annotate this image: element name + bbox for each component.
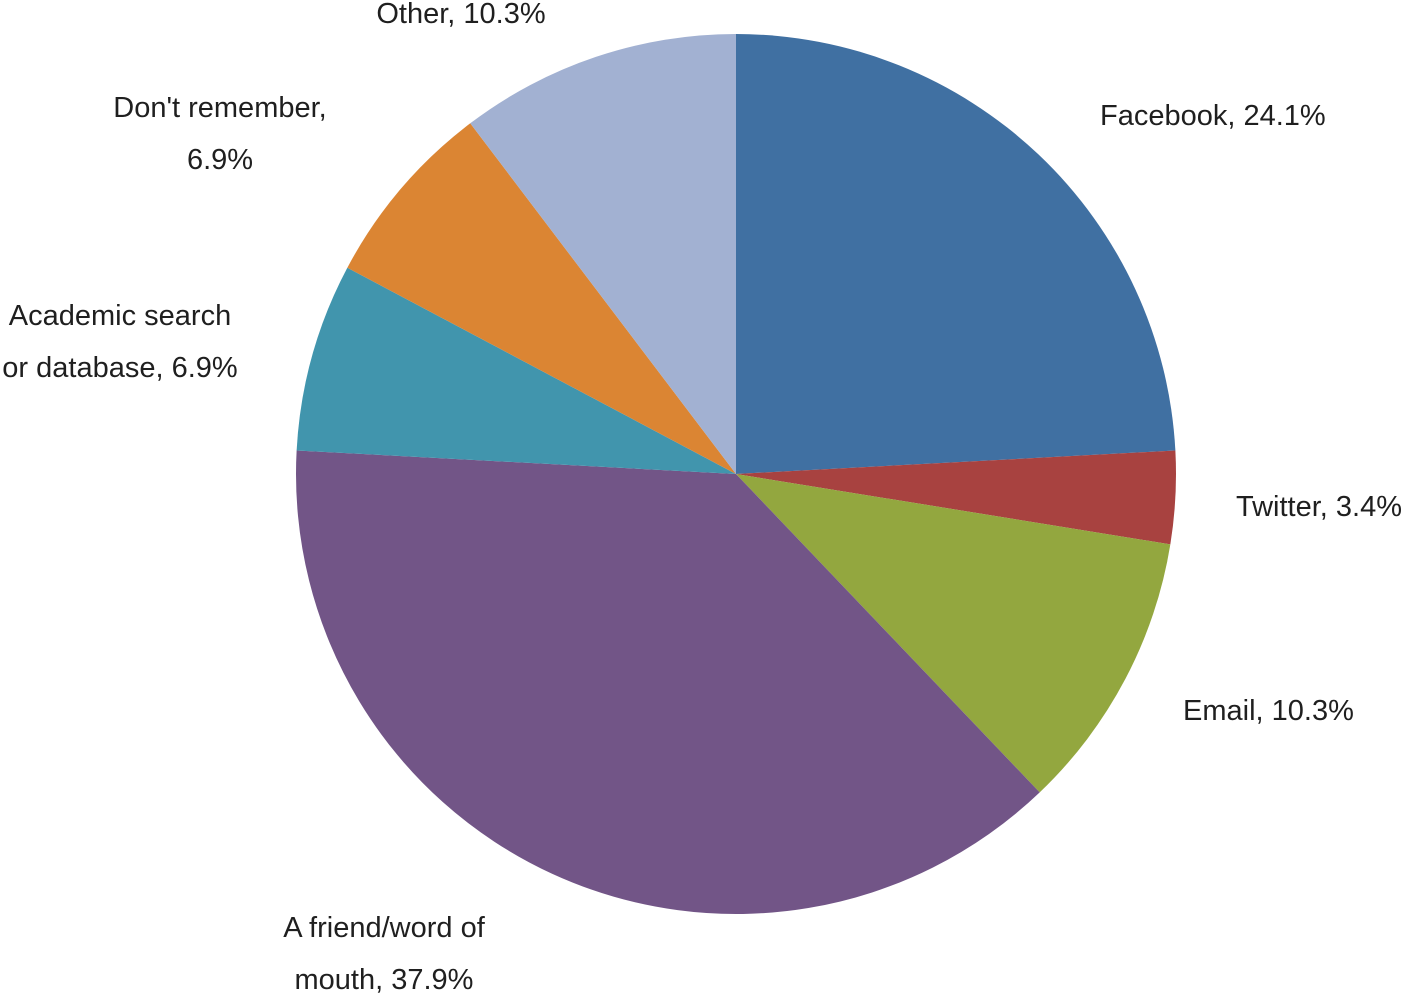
pie-label-line: mouth, 37.9%: [295, 964, 474, 994]
pie-label-line: Facebook, 24.1%: [1100, 100, 1326, 132]
pie-slice-email: [736, 474, 1171, 793]
pie-label-facebook: Facebook, 24.1%: [1100, 100, 1326, 132]
pie-label-line: or database, 6.9%: [2, 352, 237, 384]
pie-label-a-friend-word-of-mouth: A friend/word of mouth, 37.9%: [283, 912, 485, 994]
pie-slice-twitter: [736, 450, 1176, 545]
pie-label-line: A friend/word of: [283, 912, 485, 944]
pie-slice-facebook: [736, 34, 1176, 474]
pie-label-don-t-remember: Don't remember, 6.9%: [113, 92, 326, 176]
pie-slice-other: [470, 33, 736, 474]
pie-label-line: Don't remember,: [113, 92, 326, 124]
pie-label-academic-search-or-database: Academic search or database, 6.9%: [2, 300, 237, 384]
pie-label-twitter: Twitter, 3.4%: [1236, 491, 1402, 523]
pie-slice-a-friend-word-of-mouth: [295, 450, 1040, 915]
pie-slice-academic-search-or-database: [296, 267, 736, 474]
pie-label-line: Other, 10.3%: [376, 0, 545, 30]
pie-label-line: 6.9%: [187, 144, 253, 176]
pie-label-line: Twitter, 3.4%: [1236, 491, 1402, 523]
pie-label-line: Academic search: [9, 300, 231, 332]
pie-label-line: Email, 10.3%: [1183, 695, 1354, 727]
pie-label-other: Other, 10.3%: [376, 0, 545, 30]
pie-slices: [295, 33, 1176, 915]
pie-slice-don-t-remember: [347, 123, 736, 474]
pie-label-email: Email, 10.3%: [1183, 695, 1354, 727]
